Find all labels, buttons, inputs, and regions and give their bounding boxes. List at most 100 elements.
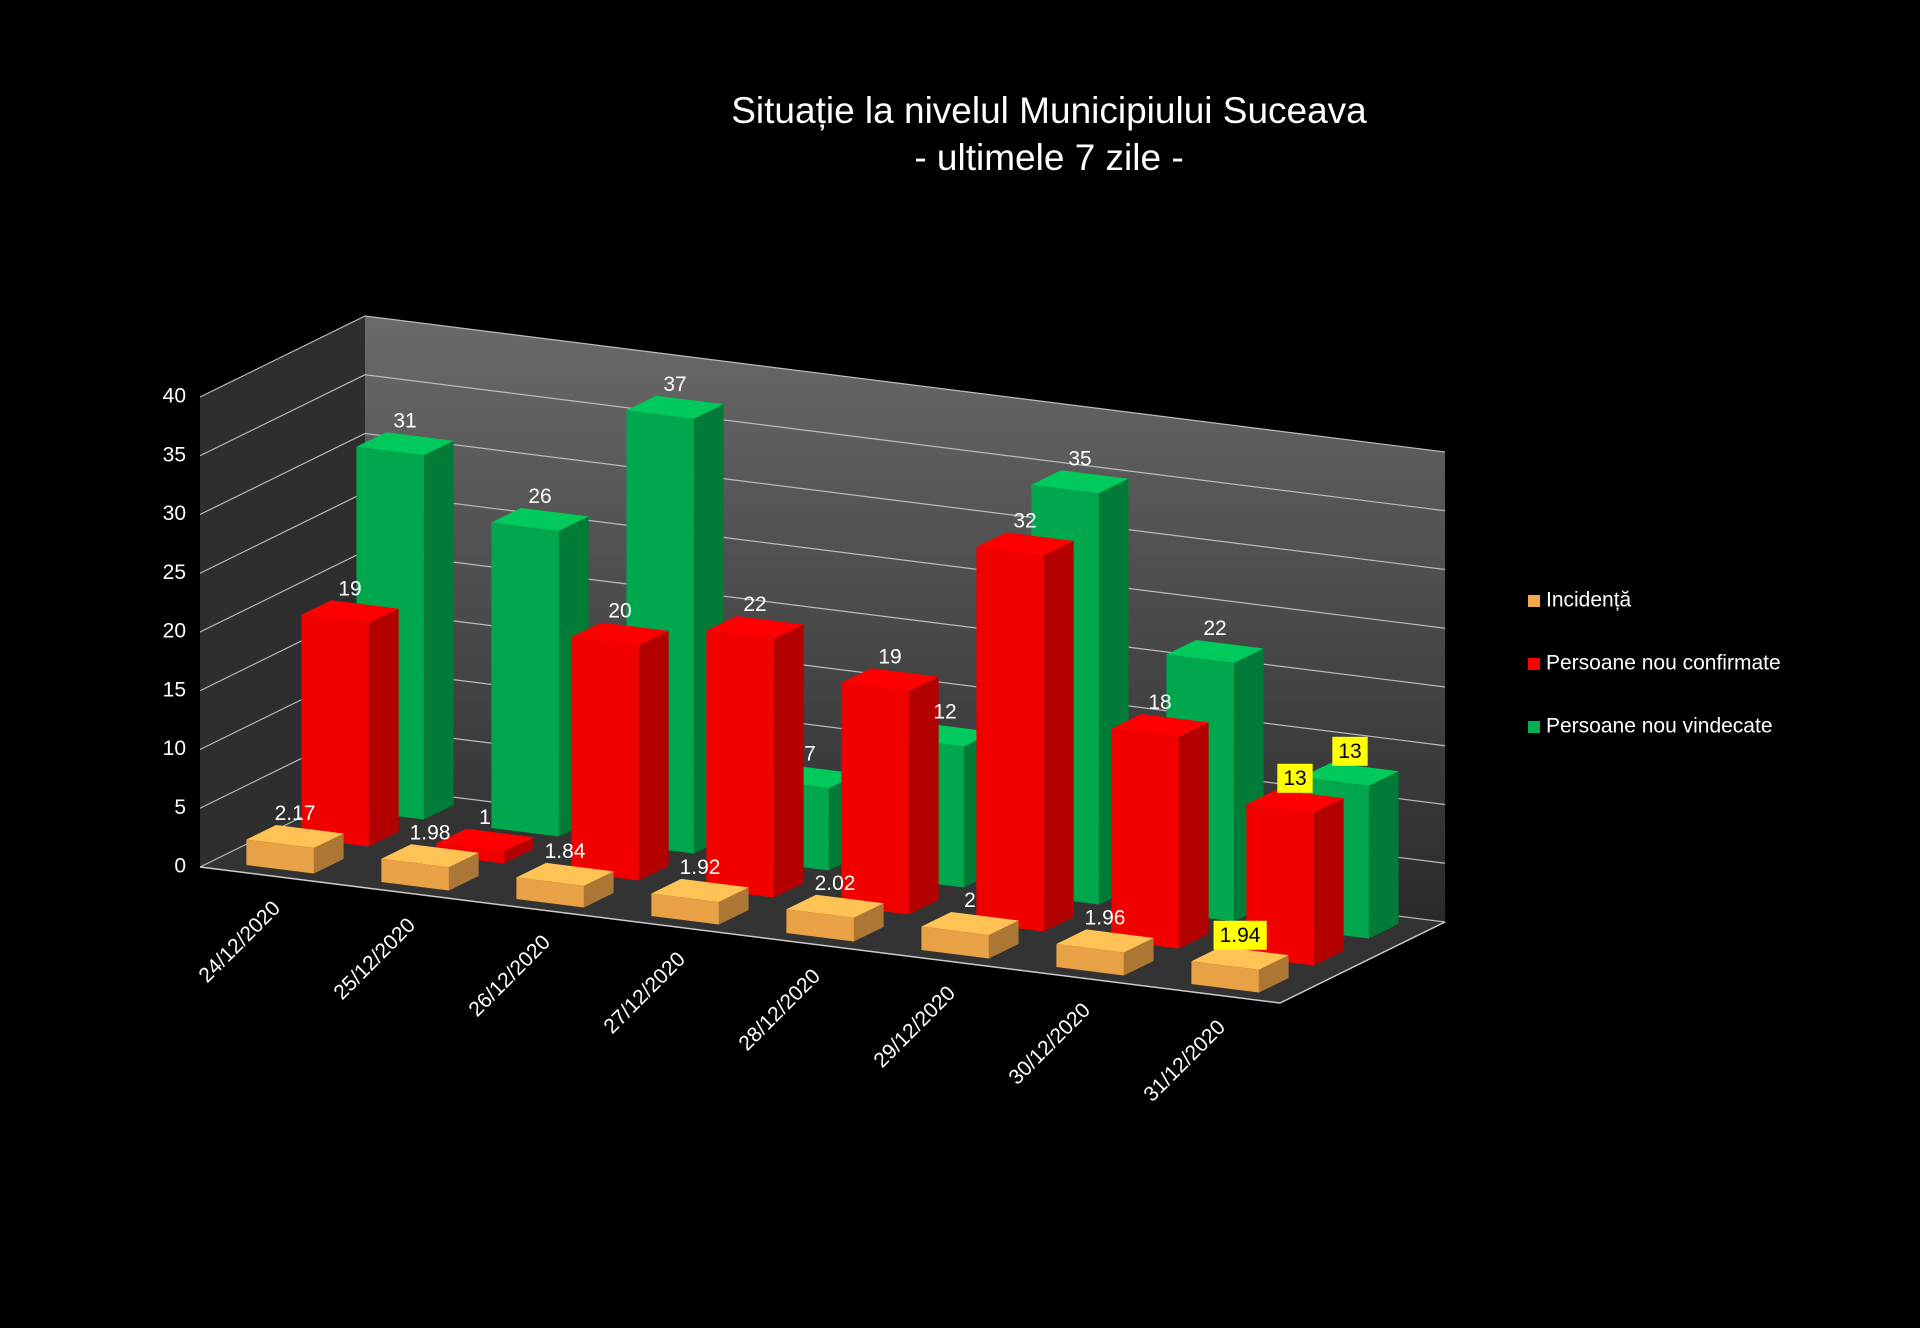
x-tick-label: 25/12/2020 xyxy=(329,914,420,1005)
label-highlight xyxy=(1277,763,1313,793)
bar-top xyxy=(1031,470,1129,494)
bar-top xyxy=(1056,929,1154,953)
bar-side xyxy=(368,608,399,847)
bar-side xyxy=(448,852,479,891)
bar xyxy=(706,615,804,898)
label-highlight xyxy=(1213,920,1267,950)
y-tick-label: 30 xyxy=(163,502,186,525)
bar-front xyxy=(786,909,854,942)
bar-top xyxy=(706,615,804,640)
bar xyxy=(921,911,1019,959)
data-label: 2.17 xyxy=(275,802,316,825)
bar-front xyxy=(841,682,909,915)
bar-top xyxy=(491,507,589,532)
x-tick-label: 29/12/2020 xyxy=(869,982,960,1073)
legend-swatch xyxy=(1528,658,1540,670)
bar-top xyxy=(651,878,749,902)
legend-label: Incidență xyxy=(1546,589,1632,612)
y-tick-label: 40 xyxy=(163,385,186,408)
data-label: 1.96 xyxy=(1085,907,1126,930)
bar-top xyxy=(921,911,1019,936)
y-tick-label: 0 xyxy=(174,855,186,878)
bar-side xyxy=(908,676,939,915)
bar-side xyxy=(773,624,804,898)
data-label: 20 xyxy=(608,600,631,623)
bar-side xyxy=(853,903,884,942)
bar-front xyxy=(706,630,774,898)
data-label: 37 xyxy=(663,373,686,396)
bar xyxy=(246,824,344,874)
bar-top xyxy=(356,432,454,456)
data-label: 1.92 xyxy=(680,856,721,879)
data-label: 31 xyxy=(393,409,416,432)
bar-front xyxy=(976,547,1044,932)
chart-subtitle: - ultimele 7 zile - xyxy=(914,137,1183,178)
data-label: 1 xyxy=(479,806,491,829)
bar xyxy=(1056,929,1154,976)
bar-side xyxy=(423,440,454,820)
bar-side xyxy=(1178,722,1209,949)
label-highlight xyxy=(1332,736,1368,766)
bar-side xyxy=(1258,955,1289,993)
data-label: 7 xyxy=(804,742,816,765)
bar-top xyxy=(381,844,479,868)
bar-side xyxy=(583,871,614,908)
x-tick-label: 31/12/2020 xyxy=(1139,1016,1230,1107)
bar-side xyxy=(1368,771,1399,939)
x-tick-label: 28/12/2020 xyxy=(734,965,825,1056)
bar-top xyxy=(436,828,534,852)
y-tick-label: 15 xyxy=(163,678,186,701)
x-tick-label: 27/12/2020 xyxy=(599,948,690,1039)
bar-top xyxy=(1301,762,1399,786)
bar-top xyxy=(626,395,724,419)
legend-swatch xyxy=(1528,595,1540,607)
bar-top xyxy=(571,622,669,646)
data-label: 22 xyxy=(743,593,766,616)
legend-label: Persoane nou confirmate xyxy=(1546,652,1781,675)
bar xyxy=(786,894,884,942)
data-label: 13 xyxy=(1338,740,1361,763)
bar-top xyxy=(301,600,399,624)
x-tick-label: 24/12/2020 xyxy=(194,897,285,988)
data-label: 35 xyxy=(1068,447,1091,470)
x-tick-label: 26/12/2020 xyxy=(464,931,555,1022)
bar-side xyxy=(718,887,749,925)
bar-side xyxy=(313,833,344,874)
bar-side xyxy=(1043,540,1074,932)
y-tick-label: 20 xyxy=(163,620,186,643)
bar-front xyxy=(1191,961,1259,993)
bar-side xyxy=(638,630,669,881)
grid-line xyxy=(199,315,1446,453)
y-tick-label: 35 xyxy=(163,443,186,466)
bar xyxy=(571,622,669,881)
data-label: 22 xyxy=(1203,617,1226,640)
bar-front xyxy=(491,522,559,837)
data-label: 32 xyxy=(1013,510,1036,533)
data-label: 1.94 xyxy=(1220,924,1261,947)
x-axis xyxy=(199,866,1446,1004)
bar-front xyxy=(301,614,369,847)
bar xyxy=(1191,946,1289,993)
bar-top xyxy=(1111,713,1209,738)
bar-side xyxy=(1123,937,1154,976)
bar-front xyxy=(651,893,719,925)
data-label: 13 xyxy=(1283,767,1306,790)
data-label: 18 xyxy=(1148,691,1171,714)
bar-top xyxy=(516,862,614,886)
legend-label: Persoane nou vindecate xyxy=(1546,715,1773,738)
bar-side xyxy=(1313,798,1344,966)
data-label: 12 xyxy=(933,701,956,724)
bar-top xyxy=(1246,789,1344,813)
bar-front xyxy=(246,839,314,874)
legend-swatch xyxy=(1528,721,1540,733)
bar-top xyxy=(1191,946,1289,970)
data-label: 1.84 xyxy=(545,840,586,863)
data-label: 19 xyxy=(338,577,361,600)
bar xyxy=(516,862,614,908)
chart-title: Situație la nivelul Municipiului Suceava xyxy=(731,90,1367,131)
y-tick-label: 10 xyxy=(163,737,186,760)
bar-top xyxy=(786,894,884,918)
bar-top xyxy=(1166,639,1264,664)
bar-top xyxy=(976,532,1074,556)
